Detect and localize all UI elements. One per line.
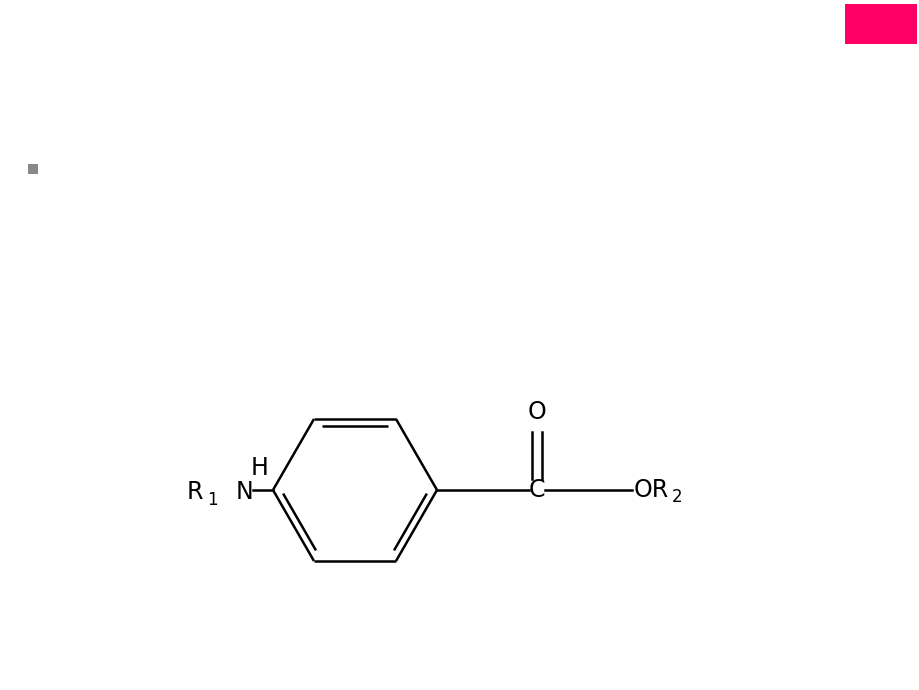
FancyBboxPatch shape (844, 4, 916, 44)
Text: N: N (236, 480, 254, 504)
Text: 2: 2 (671, 488, 682, 506)
Text: O: O (528, 400, 546, 424)
Text: C: C (528, 478, 545, 502)
Bar (28, 164, 38, 174)
Text: 1: 1 (207, 491, 218, 509)
Text: H: H (251, 456, 268, 480)
Text: R: R (187, 480, 203, 504)
Text: OR: OR (633, 478, 668, 502)
